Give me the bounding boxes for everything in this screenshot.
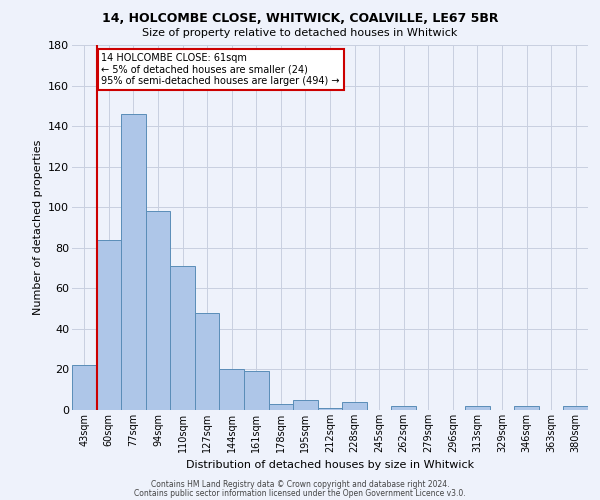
Bar xyxy=(170,266,195,410)
Text: Contains public sector information licensed under the Open Government Licence v3: Contains public sector information licen… xyxy=(134,488,466,498)
Bar xyxy=(146,212,170,410)
Bar xyxy=(391,406,416,410)
Bar xyxy=(72,366,97,410)
Bar xyxy=(465,406,490,410)
Bar xyxy=(195,312,220,410)
Text: 14 HOLCOMBE CLOSE: 61sqm
← 5% of detached houses are smaller (24)
95% of semi-de: 14 HOLCOMBE CLOSE: 61sqm ← 5% of detache… xyxy=(101,53,340,86)
Y-axis label: Number of detached properties: Number of detached properties xyxy=(32,140,43,315)
Text: Contains HM Land Registry data © Crown copyright and database right 2024.: Contains HM Land Registry data © Crown c… xyxy=(151,480,449,489)
Text: Size of property relative to detached houses in Whitwick: Size of property relative to detached ho… xyxy=(142,28,458,38)
Bar xyxy=(244,372,269,410)
Bar xyxy=(269,404,293,410)
Bar xyxy=(293,400,318,410)
Bar xyxy=(514,406,539,410)
Text: 14, HOLCOMBE CLOSE, WHITWICK, COALVILLE, LE67 5BR: 14, HOLCOMBE CLOSE, WHITWICK, COALVILLE,… xyxy=(102,12,498,26)
Bar xyxy=(121,114,146,410)
Bar xyxy=(342,402,367,410)
Bar xyxy=(97,240,121,410)
Bar xyxy=(563,406,588,410)
Bar xyxy=(220,370,244,410)
Bar xyxy=(318,408,342,410)
X-axis label: Distribution of detached houses by size in Whitwick: Distribution of detached houses by size … xyxy=(186,460,474,470)
